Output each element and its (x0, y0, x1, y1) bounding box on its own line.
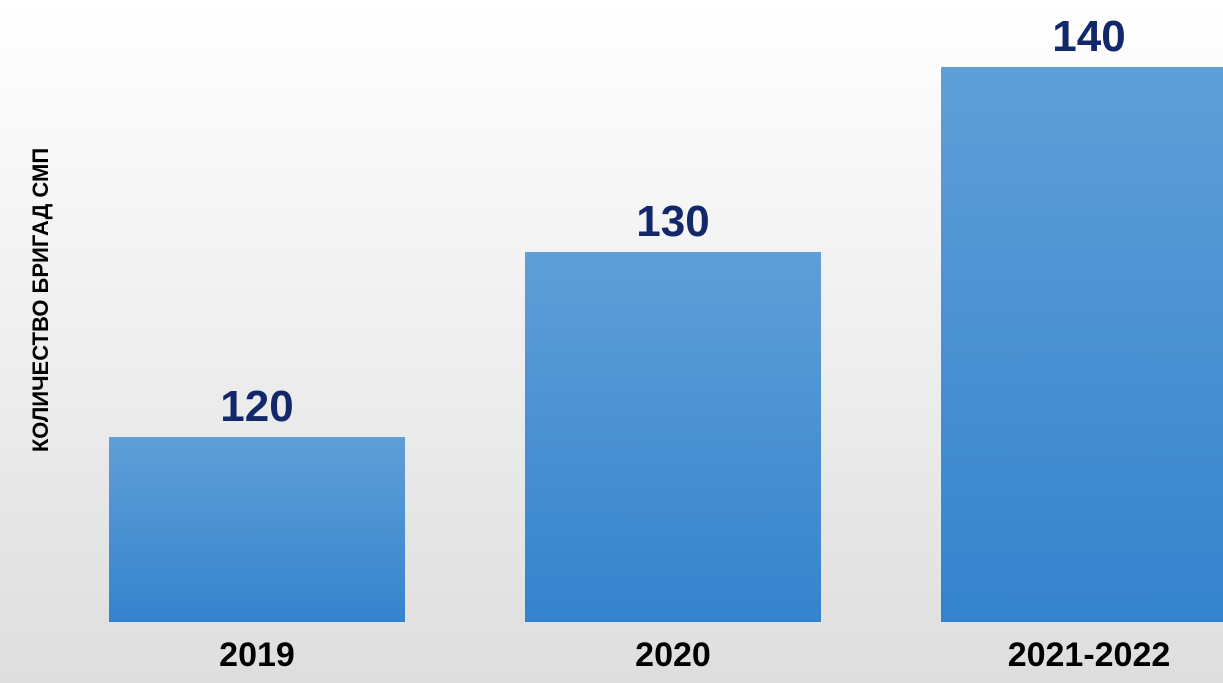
x-tick-labels: 2019 2020 2021-2022 (219, 636, 1170, 674)
data-label-2019: 120 (220, 382, 293, 431)
x-tick-label-2020: 2020 (635, 636, 711, 674)
bar-2020 (525, 252, 821, 622)
y-axis-label: КОЛИЧЕСТВО БРИГАД СМП (28, 148, 53, 452)
x-tick-label-2021-2022: 2021-2022 (1008, 636, 1171, 674)
bar-2019 (109, 437, 405, 622)
data-label-2021-2022: 140 (1052, 12, 1125, 61)
bar-2021-2022 (941, 67, 1223, 622)
value-labels-layer: 120 130 140 (220, 12, 1125, 431)
data-label-2020: 130 (636, 197, 709, 246)
bars-layer (109, 67, 1223, 622)
x-tick-label-2019: 2019 (219, 636, 295, 674)
